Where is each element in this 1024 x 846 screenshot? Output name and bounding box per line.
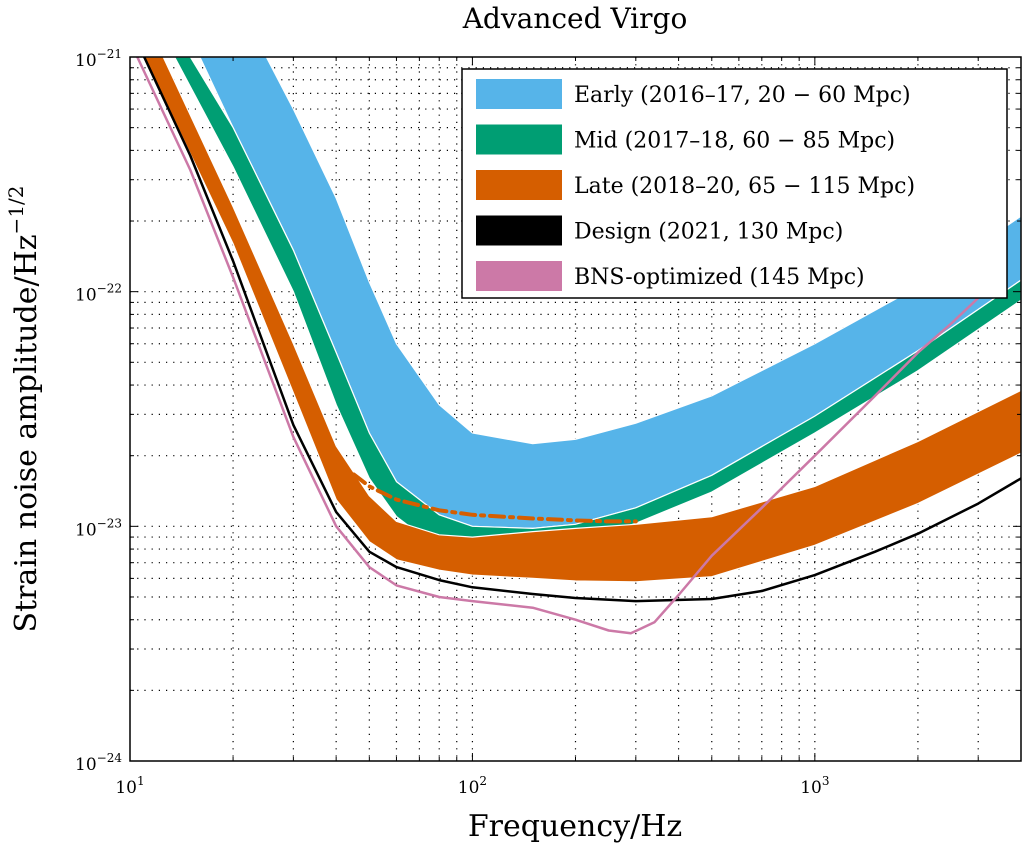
x-tick-label: 102 — [458, 774, 487, 798]
legend-label-0: Early (2016–17, 20 − 60 Mpc) — [574, 83, 911, 108]
x-tick-label: 103 — [800, 774, 829, 798]
y-axis-label: Strain noise amplitude/Hz−1/2 — [4, 185, 44, 632]
noise-curves — [136, 57, 1021, 635]
y-tick-label: 10−22 — [75, 282, 122, 306]
legend-label-4: BNS-optimized (145 Mpc) — [574, 265, 865, 290]
x-tick-label: 101 — [115, 774, 144, 798]
chart-title: Advanced Virgo — [462, 2, 688, 35]
y-tick-label: 10−21 — [75, 47, 122, 71]
axis-ticks — [129, 57, 1022, 762]
y-tick-label: 10−23 — [75, 516, 122, 540]
line-design — [143, 57, 1021, 603]
noise-bands — [143, 57, 1021, 583]
x-axis-label: Frequency/Hz — [468, 809, 682, 844]
y-axis-label-exponent: −1/2 — [4, 185, 28, 234]
y-tick-label: 10−24 — [75, 751, 122, 775]
line-late-dashdot — [291, 375, 638, 524]
y-axis-label-text: Strain noise amplitude/Hz — [9, 234, 44, 632]
band-mid — [173, 57, 1021, 555]
legend-swatch-0 — [476, 79, 562, 109]
legend-swatch-4 — [476, 261, 562, 291]
band-late — [143, 57, 1021, 583]
legend-label-3: Design (2021, 130 Mpc) — [574, 220, 843, 245]
legend-swatch-1 — [476, 124, 562, 155]
legend-label-1: Mid (2017–18, 60 − 85 Mpc) — [574, 129, 895, 154]
svg-text:Strain noise amplitude/Hz−1/2: Strain noise amplitude/Hz−1/2 — [4, 185, 44, 632]
legend-swatch-2 — [476, 170, 562, 200]
legend-swatch-3 — [476, 215, 562, 246]
line-bnsoptimized — [136, 57, 980, 635]
legend: Early (2016–17, 20 − 60 Mpc) Mid (2017–18… — [461, 68, 1008, 299]
legend-label-2: Late (2018–20, 65 − 115 Mpc) — [574, 174, 915, 199]
axis-tick-labels: 101 102 103 10−24 10−23 10−22 10−21 — [75, 47, 829, 798]
